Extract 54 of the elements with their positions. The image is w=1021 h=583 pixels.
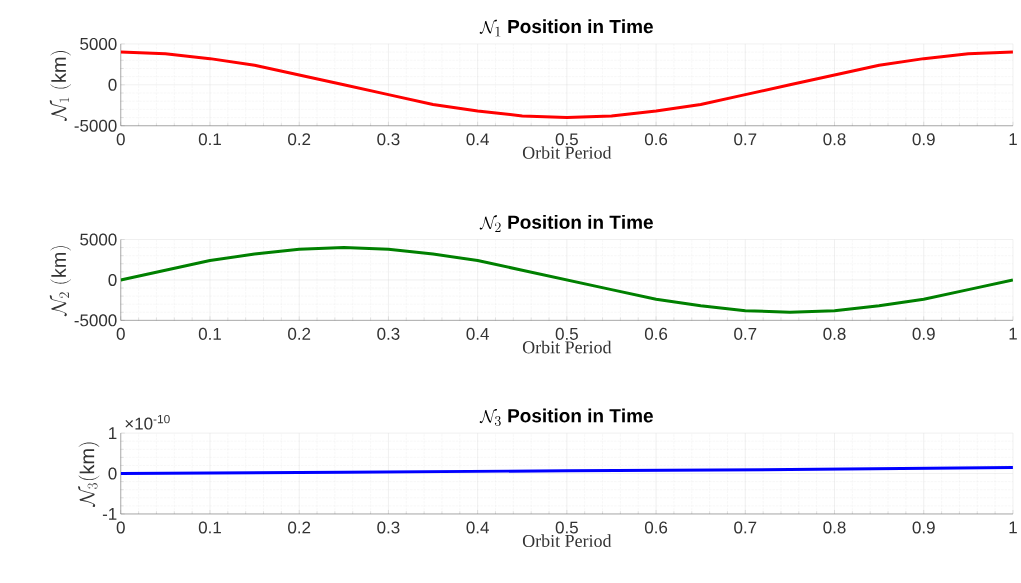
y-axis-title: $\mathcal{N}_{3}(\mathrm{km})$ <box>78 442 100 508</box>
x-tick-label: 0.3 <box>377 521 400 534</box>
line-series <box>120 50 1013 120</box>
text: ×10$^{-10}$ <box>125 414 170 430</box>
x-tick-label: 0.8 <box>823 133 846 146</box>
x-tick-label: 0 <box>116 327 125 340</box>
y-tick-label: 0 <box>108 78 117 91</box>
x-tick-label: 0.2 <box>288 521 311 534</box>
x-axis-title: Orbit Period <box>522 146 612 159</box>
chart-title: $\mathcal{N}_{1}\ \mathbf{Position\ in\ Time}$ <box>479 19 653 37</box>
x-tick-label: 0.8 <box>823 521 846 534</box>
y-tick-label: 5000 <box>80 233 117 246</box>
y-tick-label: 1 <box>109 427 117 440</box>
y-tick-label: 0 <box>108 467 117 480</box>
x-tick-label: 0.1 <box>198 133 221 146</box>
y-axis-title: $\mathcal{N}_{1}\ (\mathrm{km})$ <box>49 51 72 122</box>
x-tick-label: 0.5 <box>555 521 578 534</box>
x-tick-label: 0.3 <box>377 133 400 146</box>
x-tick-label: 0.7 <box>734 521 757 534</box>
x-tick-label: 0.6 <box>644 133 668 146</box>
y-tick-label: 5000 <box>80 38 117 51</box>
y-axis-title: $\mathcal{N}_{2}\ (\mathrm{km})$ <box>49 246 72 317</box>
x-tick-label: 0.4 <box>466 327 489 340</box>
x-tick-label: 0 <box>116 521 125 534</box>
y-tick-label: -5000 <box>74 314 117 327</box>
x-tick-label: 0.7 <box>734 133 757 146</box>
x-axis-title: Orbit Period <box>522 340 612 354</box>
y-tick-label: -5000 <box>74 119 117 132</box>
x-tick-label: 1 <box>1009 521 1017 534</box>
x-tick-label: 0.2 <box>288 327 311 340</box>
x-tick-label: 0.3 <box>377 327 400 340</box>
x-tick-label: 1 <box>1009 327 1017 340</box>
x-tick-label: 0.6 <box>644 521 668 534</box>
x-tick-label: 0.2 <box>288 133 311 146</box>
x-tick-label: 0.8 <box>823 327 846 340</box>
x-tick-label: 0.6 <box>644 327 668 340</box>
x-tick-label: 0.5 <box>555 327 578 340</box>
x-tick-label: 0.9 <box>912 327 935 340</box>
x-tick-label: 0.4 <box>466 521 489 534</box>
y-tick-label: -1 <box>102 508 117 520</box>
y-tick-label: 0 <box>108 274 117 287</box>
line-series <box>120 466 1013 476</box>
x-tick-label: 0.1 <box>198 327 221 340</box>
x-tick-label: 0.7 <box>734 327 757 340</box>
x-axis-title: Orbit Period <box>522 534 612 548</box>
chart-title: $\mathcal{N}_{2}\ \mathbf{Position\ in\ Time}$ <box>479 215 653 233</box>
x-tick-label: 0.5 <box>555 133 578 146</box>
x-tick-label: 0.9 <box>912 521 935 534</box>
x-tick-label: 1 <box>1009 133 1017 146</box>
chart-title: $\mathcal{N}_{3}\ \mathbf{Position\ in\ Time}$ <box>479 408 653 426</box>
x-tick-label: 0.4 <box>466 133 489 146</box>
x-tick-label: 0 <box>116 133 125 146</box>
x-tick-label: 0.1 <box>198 521 221 534</box>
x-tick-label: 0.9 <box>912 133 935 146</box>
